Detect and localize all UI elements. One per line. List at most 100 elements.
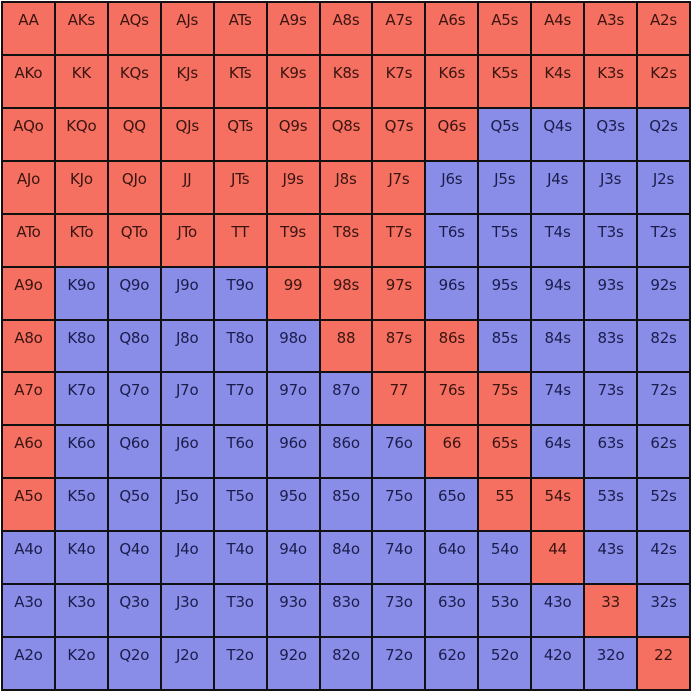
hand-cell-43o[interactable]: 43o xyxy=(532,585,584,637)
hand-cell-t9o[interactable]: T9o xyxy=(214,267,266,319)
hand-cell-t7o[interactable]: T7o xyxy=(214,373,266,425)
hand-cell-j4s[interactable]: J4s xyxy=(532,161,584,213)
hand-cell-j6o[interactable]: J6o xyxy=(161,426,213,478)
hand-cell-t5s[interactable]: T5s xyxy=(479,214,531,266)
hand-cell-j5o[interactable]: J5o xyxy=(161,479,213,531)
hand-cell-54s[interactable]: 54s xyxy=(532,479,584,531)
hand-cell-k6o[interactable]: K6o xyxy=(55,426,107,478)
hand-cell-k4o[interactable]: K4o xyxy=(55,532,107,584)
hand-cell-k5o[interactable]: K5o xyxy=(55,479,107,531)
hand-cell-t4o[interactable]: T4o xyxy=(214,532,266,584)
hand-cell-t6o[interactable]: T6o xyxy=(214,426,266,478)
hand-cell-a6s[interactable]: A6s xyxy=(426,3,478,54)
hand-cell-99[interactable]: 99 xyxy=(267,267,319,319)
hand-cell-q2o[interactable]: Q2o xyxy=(108,638,160,689)
hand-cell-qq[interactable]: QQ xyxy=(108,108,160,160)
hand-cell-q2s[interactable]: Q2s xyxy=(638,108,689,160)
hand-cell-64s[interactable]: 64s xyxy=(532,426,584,478)
hand-cell-75s[interactable]: 75s xyxy=(479,373,531,425)
hand-cell-t8o[interactable]: T8o xyxy=(214,320,266,372)
hand-cell-33[interactable]: 33 xyxy=(585,585,637,637)
hand-cell-94s[interactable]: 94s xyxy=(532,267,584,319)
hand-cell-65s[interactable]: 65s xyxy=(479,426,531,478)
hand-cell-94o[interactable]: 94o xyxy=(267,532,319,584)
hand-cell-t7s[interactable]: T7s xyxy=(373,214,425,266)
hand-cell-a7s[interactable]: A7s xyxy=(373,3,425,54)
hand-cell-98s[interactable]: 98s xyxy=(320,267,372,319)
hand-cell-j7o[interactable]: J7o xyxy=(161,373,213,425)
hand-cell-k4s[interactable]: K4s xyxy=(532,55,584,107)
hand-cell-53s[interactable]: 53s xyxy=(585,479,637,531)
hand-cell-87o[interactable]: 87o xyxy=(320,373,372,425)
hand-cell-93o[interactable]: 93o xyxy=(267,585,319,637)
hand-cell-73o[interactable]: 73o xyxy=(373,585,425,637)
hand-cell-k9s[interactable]: K9s xyxy=(267,55,319,107)
hand-cell-76s[interactable]: 76s xyxy=(426,373,478,425)
hand-cell-j3s[interactable]: J3s xyxy=(585,161,637,213)
hand-cell-aks[interactable]: AKs xyxy=(55,3,107,54)
hand-cell-77[interactable]: 77 xyxy=(373,373,425,425)
hand-cell-k3o[interactable]: K3o xyxy=(55,585,107,637)
hand-cell-k7o[interactable]: K7o xyxy=(55,373,107,425)
hand-cell-q8o[interactable]: Q8o xyxy=(108,320,160,372)
hand-cell-q4s[interactable]: Q4s xyxy=(532,108,584,160)
hand-cell-ajs[interactable]: AJs xyxy=(161,3,213,54)
hand-cell-kts[interactable]: KTs xyxy=(214,55,266,107)
hand-cell-j2s[interactable]: J2s xyxy=(638,161,689,213)
hand-cell-q9o[interactable]: Q9o xyxy=(108,267,160,319)
hand-cell-t5o[interactable]: T5o xyxy=(214,479,266,531)
hand-cell-a2o[interactable]: A2o xyxy=(3,638,54,689)
hand-cell-jts[interactable]: JTs xyxy=(214,161,266,213)
hand-cell-63o[interactable]: 63o xyxy=(426,585,478,637)
hand-cell-tt[interactable]: TT xyxy=(214,214,266,266)
hand-cell-96o[interactable]: 96o xyxy=(267,426,319,478)
hand-cell-53o[interactable]: 53o xyxy=(479,585,531,637)
hand-cell-44[interactable]: 44 xyxy=(532,532,584,584)
hand-cell-63s[interactable]: 63s xyxy=(585,426,637,478)
hand-cell-q3s[interactable]: Q3s xyxy=(585,108,637,160)
hand-cell-q8s[interactable]: Q8s xyxy=(320,108,372,160)
hand-cell-54o[interactable]: 54o xyxy=(479,532,531,584)
hand-cell-a4s[interactable]: A4s xyxy=(532,3,584,54)
hand-cell-t3s[interactable]: T3s xyxy=(585,214,637,266)
hand-cell-t3o[interactable]: T3o xyxy=(214,585,266,637)
hand-cell-72o[interactable]: 72o xyxy=(373,638,425,689)
hand-cell-j7s[interactable]: J7s xyxy=(373,161,425,213)
hand-cell-ajo[interactable]: AJo xyxy=(3,161,54,213)
hand-cell-k5s[interactable]: K5s xyxy=(479,55,531,107)
hand-cell-q5o[interactable]: Q5o xyxy=(108,479,160,531)
hand-cell-84s[interactable]: 84s xyxy=(532,320,584,372)
hand-cell-k2s[interactable]: K2s xyxy=(638,55,689,107)
hand-cell-k2o[interactable]: K2o xyxy=(55,638,107,689)
hand-cell-52o[interactable]: 52o xyxy=(479,638,531,689)
hand-cell-j6s[interactable]: J6s xyxy=(426,161,478,213)
hand-cell-73s[interactable]: 73s xyxy=(585,373,637,425)
hand-cell-52s[interactable]: 52s xyxy=(638,479,689,531)
hand-cell-42s[interactable]: 42s xyxy=(638,532,689,584)
hand-cell-a3s[interactable]: A3s xyxy=(585,3,637,54)
hand-cell-k6s[interactable]: K6s xyxy=(426,55,478,107)
hand-cell-93s[interactable]: 93s xyxy=(585,267,637,319)
hand-cell-92o[interactable]: 92o xyxy=(267,638,319,689)
hand-cell-66[interactable]: 66 xyxy=(426,426,478,478)
hand-cell-86s[interactable]: 86s xyxy=(426,320,478,372)
hand-cell-74s[interactable]: 74s xyxy=(532,373,584,425)
hand-cell-92s[interactable]: 92s xyxy=(638,267,689,319)
hand-cell-ato[interactable]: ATo xyxy=(3,214,54,266)
hand-cell-a6o[interactable]: A6o xyxy=(3,426,54,478)
hand-cell-q7o[interactable]: Q7o xyxy=(108,373,160,425)
hand-cell-84o[interactable]: 84o xyxy=(320,532,372,584)
hand-cell-j5s[interactable]: J5s xyxy=(479,161,531,213)
hand-cell-kk[interactable]: KK xyxy=(55,55,107,107)
hand-cell-t8s[interactable]: T8s xyxy=(320,214,372,266)
hand-cell-86o[interactable]: 86o xyxy=(320,426,372,478)
hand-cell-43s[interactable]: 43s xyxy=(585,532,637,584)
hand-cell-t2s[interactable]: T2s xyxy=(638,214,689,266)
hand-cell-76o[interactable]: 76o xyxy=(373,426,425,478)
hand-cell-q5s[interactable]: Q5s xyxy=(479,108,531,160)
hand-cell-55[interactable]: 55 xyxy=(479,479,531,531)
hand-cell-98o[interactable]: 98o xyxy=(267,320,319,372)
hand-cell-ako[interactable]: AKo xyxy=(3,55,54,107)
hand-cell-aqs[interactable]: AQs xyxy=(108,3,160,54)
hand-cell-75o[interactable]: 75o xyxy=(373,479,425,531)
